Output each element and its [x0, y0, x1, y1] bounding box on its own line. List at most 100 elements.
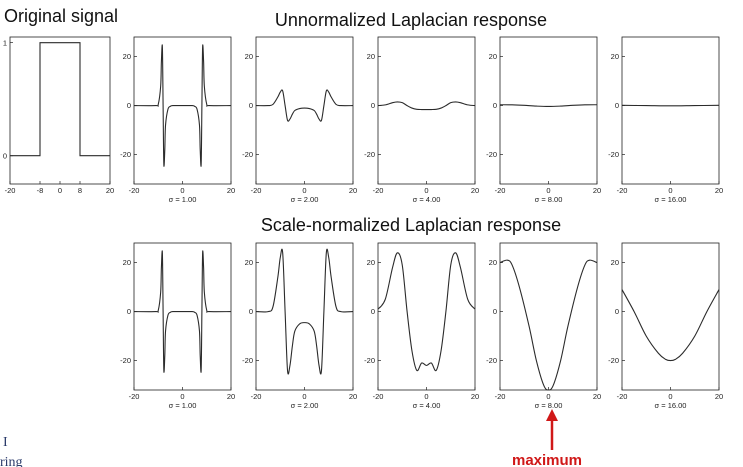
- y-tick-label: -20: [120, 356, 131, 365]
- y-tick-label: 20: [489, 52, 497, 61]
- y-tick-label: -20: [486, 150, 497, 159]
- y-tick-label: -20: [364, 150, 375, 159]
- chart-panel-10: -20 0 20 20 0 -20 σ = 8.00: [486, 242, 601, 410]
- y-tick-label: 20: [245, 52, 253, 61]
- y-tick-label: -20: [486, 356, 497, 365]
- x-tick-label: -20: [251, 392, 262, 401]
- plot-frame: [255, 242, 354, 391]
- title-unnormalized: Unnormalized Laplacian response: [275, 10, 547, 30]
- x-tick-label: -20: [251, 186, 262, 195]
- x-tick-label: 20: [349, 392, 357, 401]
- plot-frame: [255, 36, 354, 185]
- x-tick-label: -20: [129, 392, 140, 401]
- series-line: [133, 250, 232, 373]
- sigma-label: σ = 16.00: [655, 401, 687, 410]
- title-original-signal: Original signal: [4, 6, 118, 26]
- y-tick-label: 0: [493, 307, 497, 316]
- y-tick-label: 20: [123, 52, 131, 61]
- sigma-label: σ = 2.00: [291, 401, 319, 410]
- x-tick-label: 0: [546, 186, 550, 195]
- x-tick-label: 20: [471, 186, 479, 195]
- sigma-label: σ = 8.00: [535, 195, 563, 204]
- x-tick-label: 20: [715, 392, 723, 401]
- plot-frame: [133, 242, 232, 391]
- corner-fragment-text: ring: [0, 455, 23, 467]
- chart-panel-1: -20 -8 0 8 20 0 1: [3, 36, 114, 195]
- plot-frame: [133, 36, 232, 185]
- x-tick-label: 20: [471, 392, 479, 401]
- series-line: [621, 104, 720, 107]
- sigma-label: σ = 1.00: [169, 195, 197, 204]
- x-tick-label: -20: [373, 392, 384, 401]
- x-tick-label: -20: [617, 186, 628, 195]
- y-tick-label: 0: [493, 101, 497, 110]
- chart-panels: -20 -8 0 8 20 0 1 -20 0 20 20 0 -20 σ = 1.00 -20 0 20 20 0…: [3, 36, 723, 410]
- x-tick-label: 0: [668, 186, 672, 195]
- chart-panel-5: -20 0 20 20 0 -20 σ = 8.00: [486, 36, 601, 204]
- x-tick-label: 0: [424, 186, 428, 195]
- y-tick-label: -20: [608, 150, 619, 159]
- plot-frame: [621, 36, 720, 185]
- plot-frame: [9, 36, 111, 185]
- plot-frame: [499, 242, 598, 391]
- y-tick-label: 0: [371, 307, 375, 316]
- maximum-label: maximum: [512, 452, 582, 467]
- x-tick-label: 0: [180, 186, 184, 195]
- x-tick-label: 20: [227, 392, 235, 401]
- y-tick-label: 0: [127, 307, 131, 316]
- sigma-label: σ = 16.00: [655, 195, 687, 204]
- sigma-label: σ = 4.00: [413, 195, 441, 204]
- series-line: [499, 104, 598, 108]
- sigma-label: σ = 8.00: [535, 401, 563, 410]
- y-tick-label: 20: [367, 258, 375, 267]
- series-line: [499, 259, 598, 391]
- title-normalized: Scale-normalized Laplacian response: [261, 215, 561, 235]
- maximum-arrow: [546, 409, 558, 450]
- y-tick-label: -20: [120, 150, 131, 159]
- chart-panel-4: -20 0 20 20 0 -20 σ = 4.00: [364, 36, 479, 204]
- x-tick-label: 20: [227, 186, 235, 195]
- x-tick-label: 0: [302, 392, 306, 401]
- x-tick-label: 0: [302, 186, 306, 195]
- y-tick-label: 0: [249, 101, 253, 110]
- x-tick-label: 0: [546, 392, 550, 401]
- y-tick-label: 20: [611, 258, 619, 267]
- chart-panel-11: -20 0 20 20 0 -20 σ = 16.00: [608, 242, 723, 410]
- x-tick-label: 20: [106, 186, 114, 195]
- chart-panel-2: -20 0 20 20 0 -20 σ = 1.00: [120, 36, 235, 204]
- y-tick-label: 20: [123, 258, 131, 267]
- arrow-head: [546, 409, 558, 421]
- x-tick-label: -20: [617, 392, 628, 401]
- y-tick-label: 0: [3, 151, 7, 160]
- x-tick-label: 20: [593, 186, 601, 195]
- x-tick-label: -20: [495, 392, 506, 401]
- y-tick-label: 0: [127, 101, 131, 110]
- x-tick-label: -8: [37, 186, 44, 195]
- y-tick-label: -20: [608, 356, 619, 365]
- y-tick-label: 0: [249, 307, 253, 316]
- series-line: [255, 89, 354, 122]
- y-tick-label: 20: [489, 258, 497, 267]
- y-tick-label: 0: [371, 101, 375, 110]
- x-tick-label: 0: [180, 392, 184, 401]
- sigma-label: σ = 4.00: [413, 401, 441, 410]
- plot-frame: [377, 36, 476, 185]
- chart-panel-7: -20 0 20 20 0 -20 σ = 1.00: [120, 242, 235, 410]
- y-tick-label: -20: [242, 356, 253, 365]
- y-tick-label: 1: [3, 38, 7, 47]
- sigma-label: σ = 1.00: [169, 401, 197, 410]
- x-tick-label: 0: [424, 392, 428, 401]
- chart-panel-9: -20 0 20 20 0 -20 σ = 4.00: [364, 242, 479, 410]
- y-tick-label: -20: [242, 150, 253, 159]
- y-tick-label: 20: [611, 52, 619, 61]
- x-tick-label: -20: [5, 186, 16, 195]
- x-tick-label: -20: [495, 186, 506, 195]
- x-tick-label: 20: [349, 186, 357, 195]
- x-tick-label: -20: [129, 186, 140, 195]
- y-tick-label: 20: [245, 258, 253, 267]
- series-line: [621, 289, 720, 362]
- series-line: [255, 248, 354, 375]
- x-tick-label: 8: [78, 186, 82, 195]
- x-tick-label: 0: [668, 392, 672, 401]
